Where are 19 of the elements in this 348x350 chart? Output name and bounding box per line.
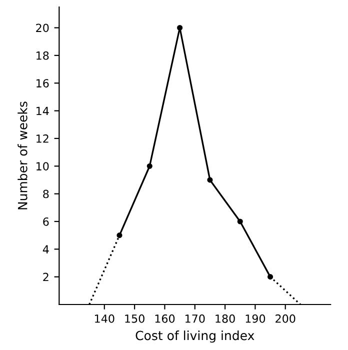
y-tick-label: 12 [36,134,48,143]
y-tick-label: 18 [36,51,49,60]
y-tick-label: 2 [43,272,48,282]
x-tick-label: 200 [276,314,296,323]
y-axis-title: Number of weeks [18,102,28,210]
x-tick-label: 160 [155,314,175,323]
y-tick-label: 14 [36,106,49,115]
x-tick-label: 170 [185,314,205,323]
y-tick-label: 10 [36,162,49,171]
y-tick-label: 16 [36,79,49,88]
y-tick-label: 20 [36,24,49,32]
x-tick-label: 150 [125,314,144,323]
y-tick-label: 4 [42,245,49,254]
x-tick-label: 140 [95,314,114,323]
y-tick-label: 6 [43,217,49,226]
x-tick-label: 190 [246,314,266,323]
x-tick-label: 180 [216,314,235,323]
x-axis-title: Cost of living index [136,330,254,343]
y-tick-label: 8 [43,190,49,198]
